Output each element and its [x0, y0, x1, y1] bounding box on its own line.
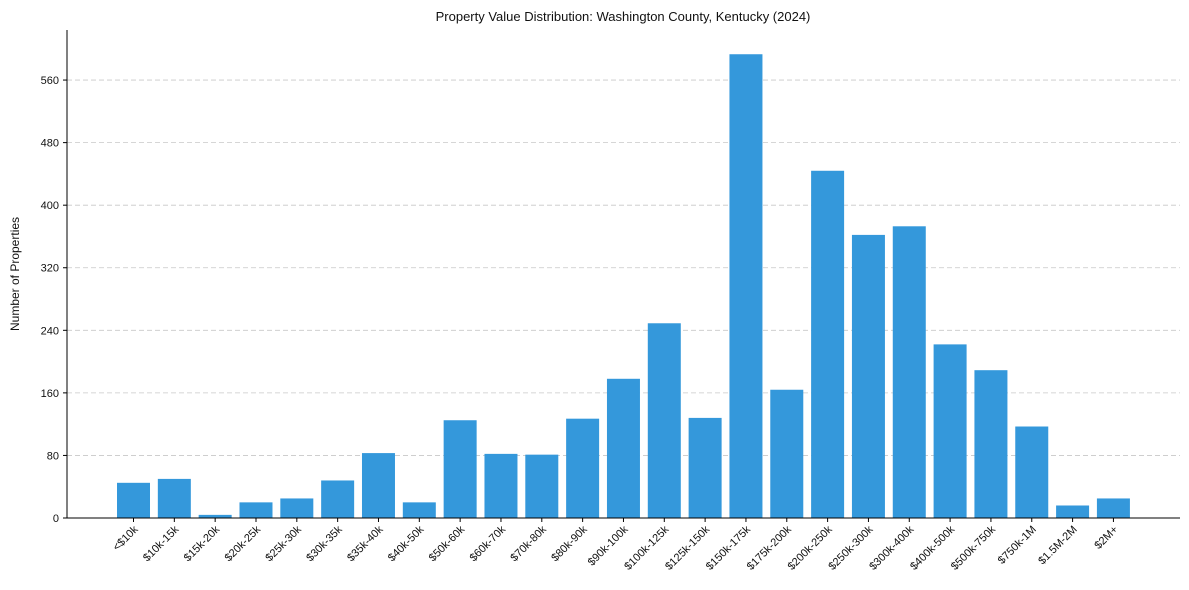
- x-tick-label: $750k-1M: [996, 524, 1039, 567]
- bar: [974, 370, 1008, 518]
- x-tick-label: $50k-60k: [427, 523, 468, 564]
- y-tick-label: 80: [47, 450, 59, 462]
- x-tick-label: $2M+: [1092, 524, 1120, 552]
- y-tick-label: 320: [41, 263, 59, 275]
- bar: [321, 480, 355, 518]
- bar: [606, 378, 640, 518]
- bar: [1015, 426, 1049, 518]
- x-tick-label: $20k-25k: [223, 523, 264, 564]
- bar: [688, 417, 722, 518]
- bar: [770, 389, 804, 518]
- x-tick-label: $25k-30k: [263, 523, 304, 564]
- bar: [239, 502, 273, 518]
- x-tick-label: $80k-90k: [549, 523, 590, 564]
- bar: [198, 514, 232, 518]
- x-tick-label: $60k-70k: [468, 523, 509, 564]
- bar: [1056, 505, 1090, 518]
- x-tick-label: $35k-40k: [345, 523, 386, 564]
- y-tick-label: 480: [41, 138, 59, 150]
- y-tick-label: 400: [41, 200, 59, 212]
- y-tick-label: 560: [41, 75, 59, 87]
- bar: [443, 420, 477, 518]
- bar: [361, 453, 395, 518]
- bar: [892, 226, 926, 519]
- y-tick-label: 0: [53, 513, 59, 525]
- x-tick-label: $30k-35k: [304, 523, 345, 564]
- bar: [484, 453, 518, 518]
- y-ticks: 0 80 160 240 320 400 480 560: [41, 75, 67, 525]
- bars: [117, 54, 1130, 519]
- x-ticks: <$10k $10k-15k $15k-20k $20k-25k $25k-30k $30…: [111, 518, 1121, 573]
- y-tick-label: 240: [41, 325, 59, 337]
- x-tick-label: $70k-80k: [508, 523, 549, 564]
- bar: [157, 478, 191, 518]
- x-tick-label: <$10k: [111, 523, 141, 553]
- bar: [647, 323, 681, 518]
- bar: [117, 482, 150, 518]
- y-axis-label: Number of Properties: [8, 217, 22, 331]
- bar: [1096, 498, 1130, 518]
- x-tick-label: $40k-50k: [386, 523, 427, 564]
- bar: [729, 54, 763, 519]
- bar: [933, 344, 967, 518]
- y-tick-label: 160: [41, 388, 59, 400]
- bar: [525, 454, 559, 518]
- bar: [402, 502, 436, 518]
- bar: [851, 234, 885, 518]
- bar: [280, 498, 314, 518]
- x-tick-label: $1.5M-2M: [1036, 524, 1080, 568]
- bar: [566, 418, 600, 518]
- bar: [811, 170, 845, 518]
- x-tick-label: $10k-15k: [141, 523, 182, 564]
- chart-title: Property Value Distribution: Washington …: [436, 9, 811, 24]
- x-tick-label: $500k-750k: [949, 523, 998, 572]
- x-tick-label: $15k-20k: [182, 523, 223, 564]
